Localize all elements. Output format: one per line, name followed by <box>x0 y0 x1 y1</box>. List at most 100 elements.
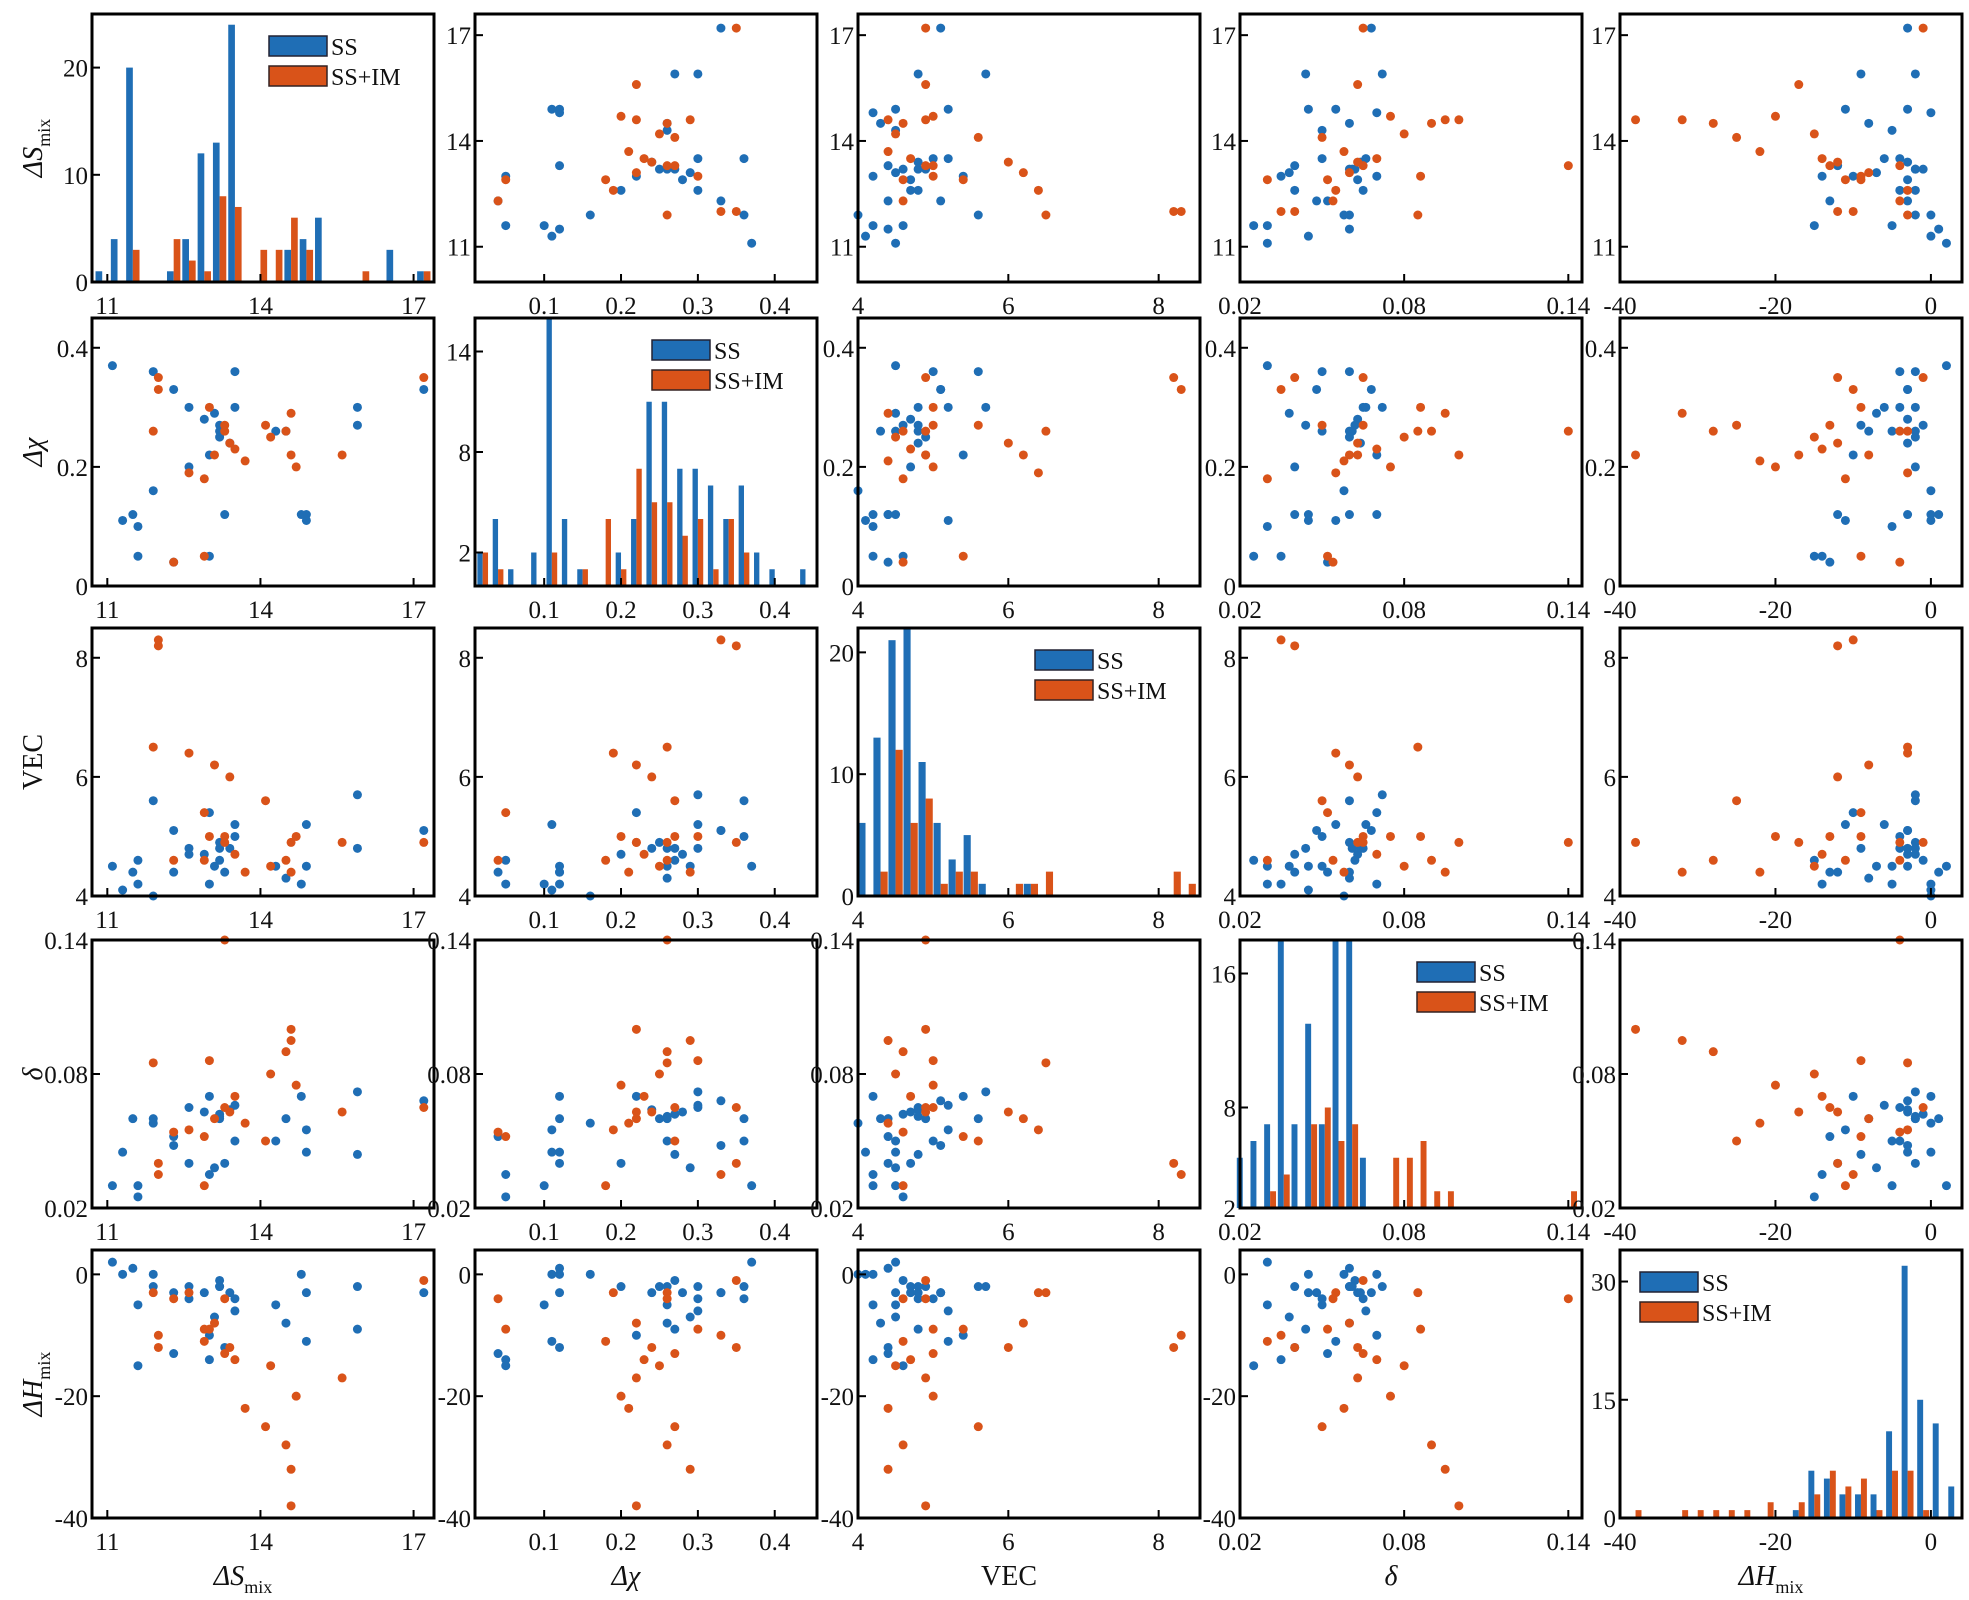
scatter-point-ssim <box>1794 80 1804 90</box>
scatter-point-ss <box>906 1107 916 1117</box>
histogram-bar-ss <box>646 401 652 586</box>
scatter-point-ss <box>693 1282 703 1292</box>
scatter-point-ssim <box>281 1440 291 1450</box>
scatter-point-ssim <box>898 1181 908 1191</box>
scatter-point-ss <box>716 196 726 206</box>
scatter-point-ssim <box>631 1373 641 1383</box>
panel-frame <box>90 316 436 588</box>
scatter-point-ss <box>662 125 672 135</box>
scatter-point-ssim <box>230 1355 240 1365</box>
histogram-bar-ssim <box>621 569 627 586</box>
scatter-point-ssim <box>1372 849 1382 859</box>
histogram-bar-ss <box>315 217 322 282</box>
scatter-point-ssim <box>266 432 276 442</box>
scatter-point-ssim <box>1833 438 1843 448</box>
scatter-point-ssim <box>1353 1342 1363 1352</box>
scatter-point-ss <box>670 1149 680 1159</box>
histogram-bar-ssim <box>1338 1141 1345 1208</box>
scatter-point-ss <box>1344 873 1354 883</box>
histogram-bar-ss <box>948 859 956 896</box>
scatter-point-ssim <box>1755 147 1765 157</box>
scatter-point-ssim <box>1358 1275 1368 1285</box>
scatter-point-ssim <box>1677 1036 1687 1045</box>
scatter-point-ssim <box>184 468 194 478</box>
scatter-point-ssim <box>1631 837 1641 847</box>
scatter-point-ssim <box>921 161 931 171</box>
scatter-point-ssim <box>493 855 503 865</box>
scatter-point-ss <box>281 1114 291 1124</box>
scatter-point-ssim <box>184 1125 194 1135</box>
scatter-point-ssim <box>1328 557 1338 567</box>
legend-swatch-ss <box>1639 1271 1699 1293</box>
scatter-point-ss <box>1887 521 1897 531</box>
scatter-point-ssim <box>148 1058 158 1068</box>
scatter-point-ssim <box>1864 450 1874 460</box>
panel-r4-c4: 2 8 16 SS SS+IM 0.02 0.08 0.14 <box>1211 938 1591 1246</box>
scatter-point-ss <box>973 210 983 220</box>
y-tick-label: 17 <box>1211 23 1236 50</box>
scatter-point-ss <box>883 1349 893 1359</box>
y-tick-label: 10 <box>829 762 854 789</box>
scatter-point-ssim <box>731 1103 741 1112</box>
scatter-point-ss <box>1903 438 1913 448</box>
scatter-point-ssim <box>716 1330 726 1340</box>
scatter-point-ssim <box>693 1056 703 1066</box>
scatter-point-ssim <box>891 432 901 442</box>
scatter-point-ssim <box>1176 384 1186 394</box>
scatter-point-ssim <box>1176 206 1186 216</box>
scatter-point-ss <box>1317 154 1327 164</box>
scatter-point-ss <box>670 1324 680 1334</box>
scatter-point-ss <box>1372 808 1382 818</box>
scatter-point-ssim <box>662 1294 672 1304</box>
scatter-point-ss <box>913 438 923 448</box>
scatter-point-ssim <box>1169 1158 1179 1168</box>
scatter-point-ssim <box>1385 1391 1395 1401</box>
x-tick-label: 8 <box>1152 293 1165 320</box>
scatter-point-ss <box>1910 402 1920 412</box>
scatter-point-ss <box>210 408 220 418</box>
scatter-point-ssim <box>631 1024 641 1034</box>
scatter-point-ss <box>128 510 138 520</box>
scatter-point-ss <box>943 402 953 412</box>
y-tick-label: 20 <box>829 640 854 667</box>
scatter-point-ss <box>861 515 871 525</box>
scatter-point-ssim <box>281 1047 291 1057</box>
scatter-point-ss <box>868 171 878 181</box>
scatter-point-ssim <box>1399 1361 1409 1371</box>
x-tick-label: 0.3 <box>682 907 713 934</box>
y-tick-label: 0 <box>842 884 855 911</box>
scatter-point-ss <box>616 185 626 195</box>
scatter-point-ss <box>973 1282 983 1292</box>
x-tick-label: 0.2 <box>605 907 636 934</box>
scatter-point-ss <box>1895 1103 1905 1112</box>
scatter-point-ssim <box>1454 837 1464 847</box>
legend-label-ss: SS <box>1479 961 1506 987</box>
scatter-point-ss <box>184 1103 194 1112</box>
scatter-point-ss <box>913 1324 923 1334</box>
scatter-point-ssim <box>225 1342 235 1352</box>
scatter-point-ssim <box>1856 831 1866 841</box>
scatter-point-ss <box>891 168 901 178</box>
scatter-point-ss <box>1312 384 1322 394</box>
histogram-bar-ssim <box>275 249 283 282</box>
scatter-point-ss <box>419 825 429 835</box>
histogram-bar-ssim <box>1447 1191 1454 1208</box>
scatter-point-ss <box>913 1105 923 1115</box>
panel-frame <box>473 626 819 898</box>
y-axis-title: Δχ <box>18 437 49 467</box>
scatter-point-ss <box>1355 1288 1365 1298</box>
scatter-point-ssim <box>973 420 983 430</box>
scatter-point-ssim <box>153 1158 163 1168</box>
scatter-point-ssim <box>921 23 931 33</box>
y-tick-label: 11 <box>830 235 854 262</box>
scatter-point-ss <box>281 1318 291 1328</box>
x-tick-label: 4 <box>852 1529 865 1556</box>
histogram-bar-ssim <box>636 468 642 586</box>
scatter-point-ss <box>148 796 158 806</box>
scatter-point-ss <box>1353 175 1363 185</box>
scatter-point-ssim <box>958 551 968 561</box>
scatter-point-ssim <box>639 849 649 859</box>
scatter-point-ssim <box>1454 450 1464 460</box>
scatter-point-ss <box>1276 171 1286 181</box>
scatter-point-ss <box>898 1109 908 1119</box>
